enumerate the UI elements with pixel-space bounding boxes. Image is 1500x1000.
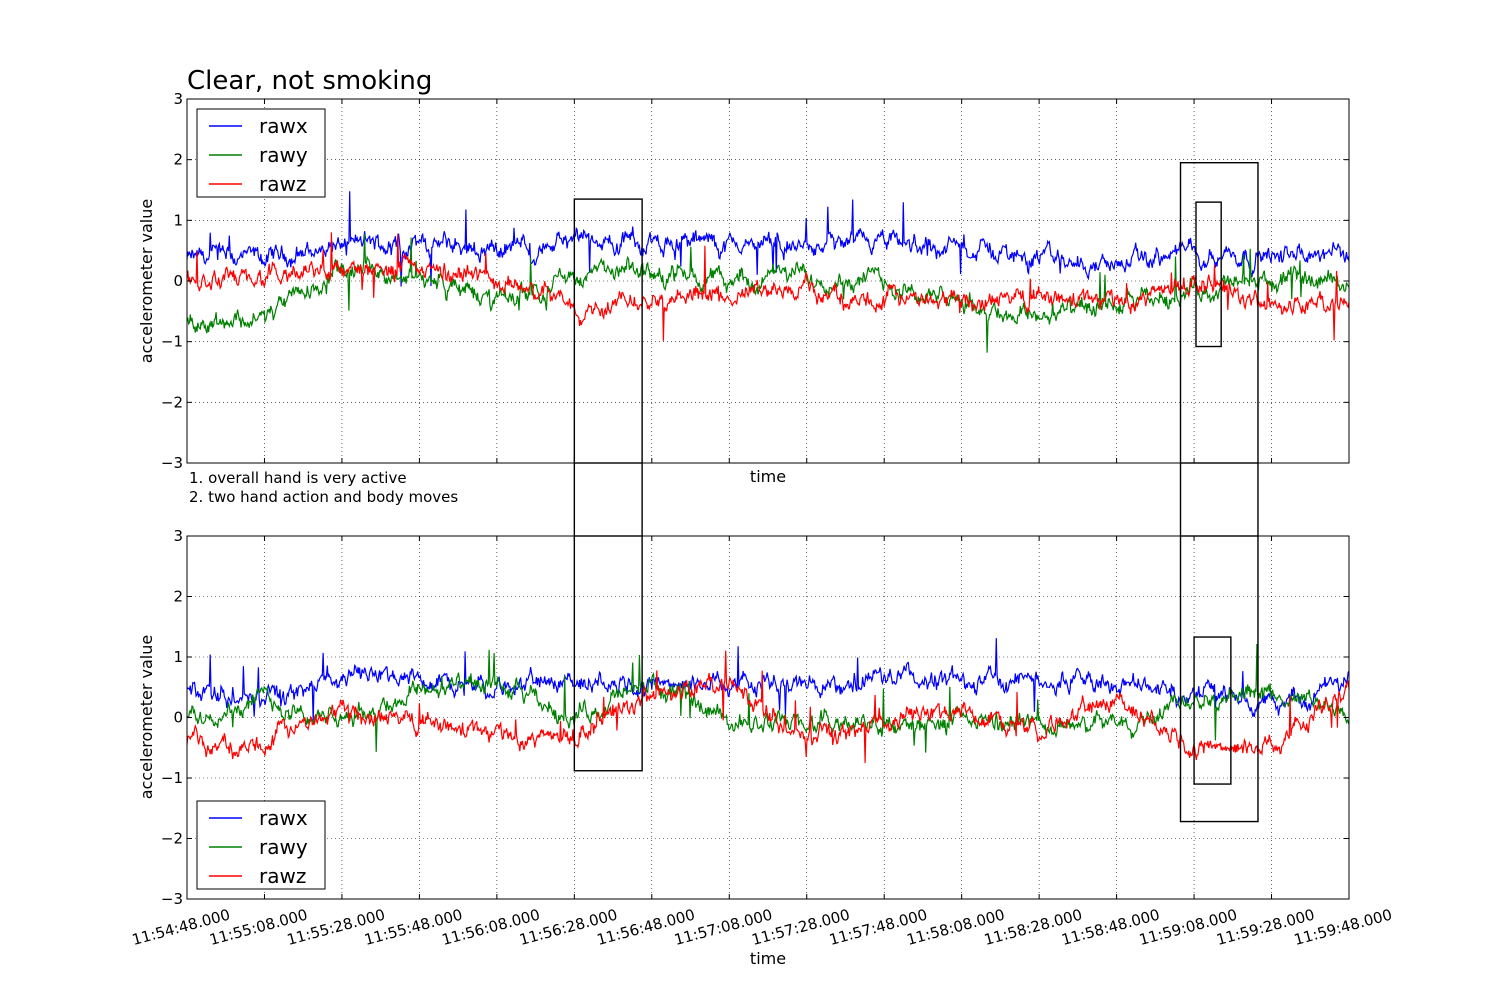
y-tick-label: −2: [161, 393, 183, 411]
series-line-rawx: [186, 191, 1350, 287]
top-panel: −3 −2 −1 0 1 2 3 Clear, not smoking accelerome…: [137, 66, 1350, 506]
bottom-y-ticks: −3 −2 −1 0 1 2 3: [161, 527, 1349, 908]
y-tick-label: −1: [161, 769, 183, 787]
series-line-rawy: [186, 234, 1350, 353]
y-tick-label: 1: [173, 211, 183, 229]
highlight-box: [1179, 161, 1259, 464]
y-tick-label: 0: [173, 709, 183, 727]
highlight-box: [573, 198, 643, 464]
top-series-layer: [186, 191, 1350, 353]
bottom-legend: rawx rawy rawz: [196, 800, 326, 890]
legend-label-rawy: rawy: [259, 835, 308, 859]
series-line-rawx: [186, 638, 1350, 722]
y-tick-label: 2: [173, 588, 183, 606]
legend-label-rawx: rawx: [259, 806, 308, 830]
y-tick-label: −3: [161, 454, 183, 472]
y-tick-label: 3: [173, 527, 183, 545]
bottom-y-axis-label: accelerometer value: [137, 635, 156, 799]
top-legend: rawx rawy rawz: [196, 108, 326, 198]
annotation-note-1: 1. overall hand is very active: [189, 469, 407, 487]
highlight-box: [1179, 535, 1259, 823]
legend-label-rawz: rawz: [259, 864, 306, 888]
legend-box: [196, 800, 326, 890]
annotation-note-2: 2. two hand action and body moves: [189, 488, 458, 506]
top-x-axis-label: time: [750, 467, 786, 486]
legend-label-rawy: rawy: [259, 143, 308, 167]
highlight-box: [1193, 636, 1232, 785]
highlight-box: [1195, 201, 1222, 348]
chart-title: Clear, not smoking: [187, 66, 432, 96]
legend-label-rawz: rawz: [259, 172, 306, 196]
y-tick-label: 1: [173, 648, 183, 666]
highlight-boxes: [573, 161, 1259, 823]
top-y-axis-label: accelerometer value: [137, 199, 156, 363]
legend-label-rawx: rawx: [259, 114, 308, 138]
highlight-box: [573, 535, 643, 772]
y-tick-label: 0: [173, 272, 183, 290]
y-tick-label: 2: [173, 151, 183, 169]
top-y-ticks: −3 −2 −1 0 1 2 3: [161, 90, 1349, 472]
top-x-ticks: [186, 99, 1350, 463]
bottom-series-layer: [186, 638, 1350, 764]
series-line-rawz: [186, 650, 1350, 764]
bottom-x-axis-label: time: [750, 949, 786, 968]
y-tick-label: −2: [161, 830, 183, 848]
legend-box: [196, 108, 326, 198]
series-line-rawz: [186, 232, 1350, 341]
y-tick-label: −1: [161, 333, 183, 351]
y-tick-label: 3: [173, 90, 183, 108]
y-tick-label: −3: [161, 890, 183, 908]
